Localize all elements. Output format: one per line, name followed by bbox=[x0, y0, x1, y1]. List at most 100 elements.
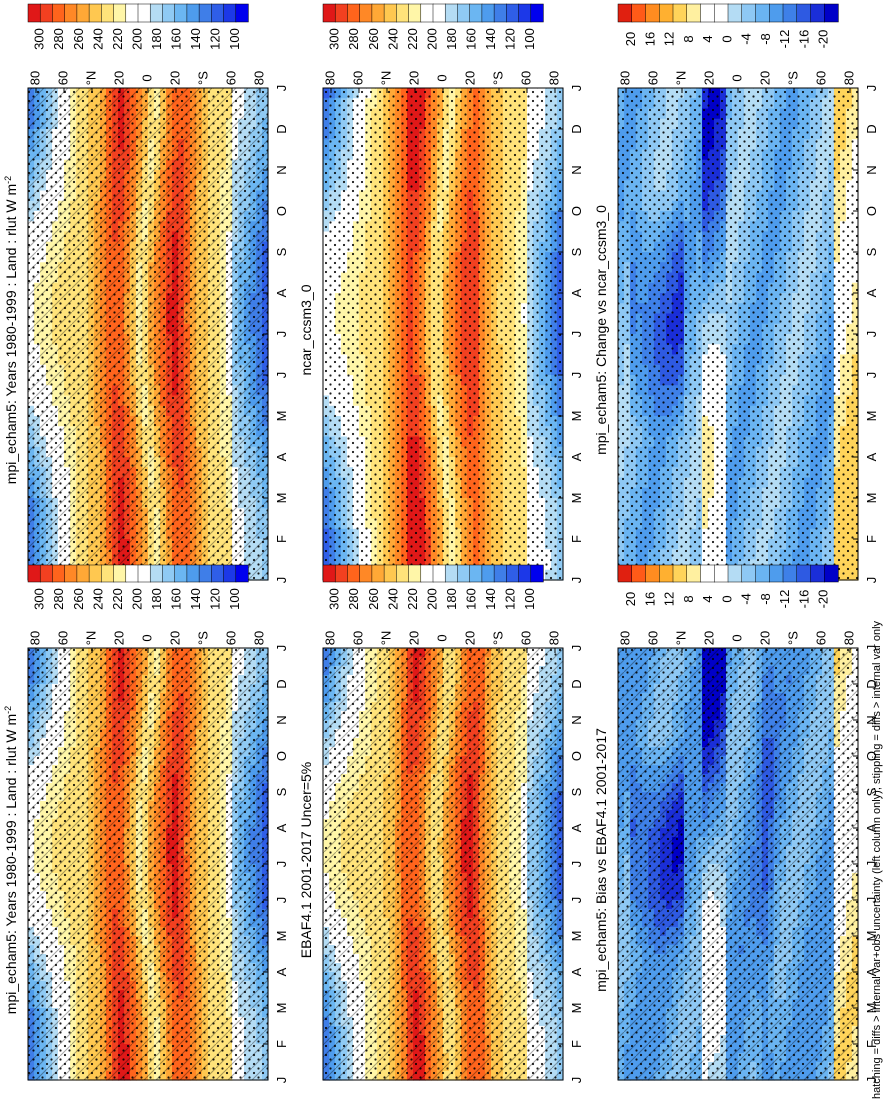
x-tick-label: M bbox=[274, 493, 289, 504]
colorbar-swatch bbox=[769, 3, 784, 23]
x-tick-label: J bbox=[569, 331, 584, 338]
colorbar-swatch bbox=[137, 3, 151, 23]
colorbar-swatch bbox=[235, 3, 249, 23]
colorbar-swatch bbox=[810, 3, 825, 23]
x-tick-label: J bbox=[274, 331, 289, 338]
y-tick-label: 80 bbox=[322, 71, 337, 85]
hatching-overlay bbox=[28, 88, 268, 580]
colorbar-swatch bbox=[530, 3, 544, 23]
colorbar-swatch bbox=[396, 3, 410, 23]
colorbar-swatch bbox=[125, 3, 139, 23]
colorbar-swatch bbox=[782, 3, 798, 23]
heatmap-change bbox=[617, 87, 859, 581]
colorbar-swatch bbox=[101, 3, 115, 23]
colorbar-swatch bbox=[506, 3, 520, 23]
colorbar-swatch bbox=[444, 3, 459, 23]
x-tick-label: A bbox=[569, 452, 584, 461]
colorbar-tick-label: 300 bbox=[32, 28, 47, 50]
colorbar-tick-label: 260 bbox=[366, 28, 381, 50]
x-tick-label: S bbox=[274, 247, 289, 256]
panel-ref: 300 280 260 240 220 200 180 160 140 120 100 ncar_c… bbox=[298, 3, 584, 583]
colorbar-tick-label: 100 bbox=[522, 28, 537, 50]
y-tick-label: 80 bbox=[251, 71, 266, 85]
colorbar-tick-label: 140 bbox=[188, 28, 203, 50]
colorbar-model: 300 280 260 240 220 200 180 160 140 120 100 bbox=[27, 3, 249, 50]
colorbar-swatch bbox=[198, 3, 212, 23]
colorbar-tick-label: 8 bbox=[681, 35, 696, 42]
x-tick-label: N bbox=[274, 165, 289, 174]
colorbar-swatch bbox=[420, 3, 434, 23]
colorbar-swatch bbox=[76, 3, 90, 23]
colorbar-swatch bbox=[334, 3, 349, 23]
colorbar-tick-label: 220 bbox=[110, 28, 125, 50]
colorbar-swatch bbox=[617, 3, 633, 23]
colorbar-swatch bbox=[645, 3, 660, 23]
colorbar-swatch bbox=[347, 3, 361, 23]
colorbar-tick-label: 220 bbox=[405, 28, 420, 50]
colorbar-swatch bbox=[174, 3, 188, 23]
colorbar-swatch bbox=[432, 3, 446, 23]
colorbar-change: 20 16 12 8 4 0 -4 -8 -12 -16 -20 bbox=[617, 3, 839, 48]
title-model: mpi_echam5: Years 1980-1999 : Land : rlu… bbox=[3, 176, 19, 484]
colorbar-swatch bbox=[518, 3, 532, 23]
x-tick-label: O bbox=[569, 206, 584, 216]
colorbar-swatch bbox=[52, 3, 66, 23]
colorbar-tick-label: 120 bbox=[208, 28, 223, 50]
colorbar-swatch bbox=[631, 3, 647, 23]
colorbar-tick-label: 240 bbox=[385, 28, 400, 50]
colorbar-swatch bbox=[27, 3, 41, 23]
y-tick-label: 60 bbox=[223, 71, 238, 85]
colorbar-swatch bbox=[672, 3, 688, 23]
y-tick-label: 0 bbox=[139, 74, 154, 81]
colorbar-tick-label: 300 bbox=[327, 28, 342, 50]
colorbar-swatch bbox=[741, 3, 757, 23]
colorbar-swatch bbox=[755, 3, 770, 23]
colorbar-swatch bbox=[659, 3, 674, 23]
x-tick-label: A bbox=[274, 452, 289, 461]
x-tick-label: J bbox=[274, 372, 289, 379]
colorbar-tick-label: 0 bbox=[719, 35, 734, 42]
colorbar-tick-label: 200 bbox=[129, 28, 144, 50]
colorbar-swatch bbox=[162, 3, 176, 23]
colorbar-swatch bbox=[64, 3, 78, 23]
colorbar-tick-label: 12 bbox=[662, 32, 677, 46]
colorbar-swatch bbox=[796, 3, 812, 23]
x-tick-label: J bbox=[274, 577, 289, 584]
x-tick-label: J bbox=[569, 372, 584, 379]
panel-model: 300 280 260 240 220 200 180 160 140 120 100 mpi_ec… bbox=[3, 3, 289, 584]
colorbar-tick-label: -4 bbox=[739, 33, 754, 45]
x-tick-label: N bbox=[569, 165, 584, 174]
y-tick-label: 20 bbox=[167, 71, 182, 85]
x-tick-label: D bbox=[569, 124, 584, 133]
panel-change: 20 16 12 8 4 0 -4 -8 -12 -16 -20 mpi_echam5: Chang… bbox=[593, 3, 879, 583]
x-tick-label: D bbox=[274, 124, 289, 133]
heatmap-ref bbox=[322, 87, 564, 581]
colorbar-swatch bbox=[113, 3, 127, 23]
colorbar-swatch bbox=[686, 3, 702, 23]
colorbar-ref: 300 280 260 240 220 200 180 160 140 120 100 bbox=[322, 3, 544, 50]
colorbar-tick-label: 260 bbox=[71, 28, 86, 50]
colorbar-swatch bbox=[700, 3, 715, 23]
colorbar-swatch bbox=[39, 3, 54, 23]
colorbar-tick-label: 280 bbox=[51, 28, 66, 50]
colorbar-swatch bbox=[469, 3, 483, 23]
y-tick-label: 20 bbox=[111, 71, 126, 85]
colorbar-swatch bbox=[211, 3, 225, 23]
y-tick-label: °S bbox=[195, 71, 210, 85]
colorbar-swatch bbox=[322, 3, 336, 23]
colorbar-tick-label: -8 bbox=[758, 33, 773, 45]
colorbar-swatch bbox=[88, 3, 102, 23]
x-tick-label: M bbox=[569, 411, 584, 422]
x-tick-label: S bbox=[569, 247, 584, 256]
colorbar-swatch bbox=[714, 3, 729, 23]
colorbar-swatch bbox=[408, 3, 422, 23]
colorbar-swatch bbox=[359, 3, 373, 23]
colorbar-tick-label: 280 bbox=[346, 28, 361, 50]
title-change: mpi_echam5: Change vs ncar_ccsm3_0 bbox=[593, 205, 609, 455]
x-tick-label: O bbox=[274, 206, 289, 216]
x-tick-label: J bbox=[274, 85, 289, 92]
colorbar-tick-label: 160 bbox=[464, 28, 479, 50]
y-ticks-model: 80 60 °N 20 0 20 °S 60 80 bbox=[27, 71, 266, 93]
